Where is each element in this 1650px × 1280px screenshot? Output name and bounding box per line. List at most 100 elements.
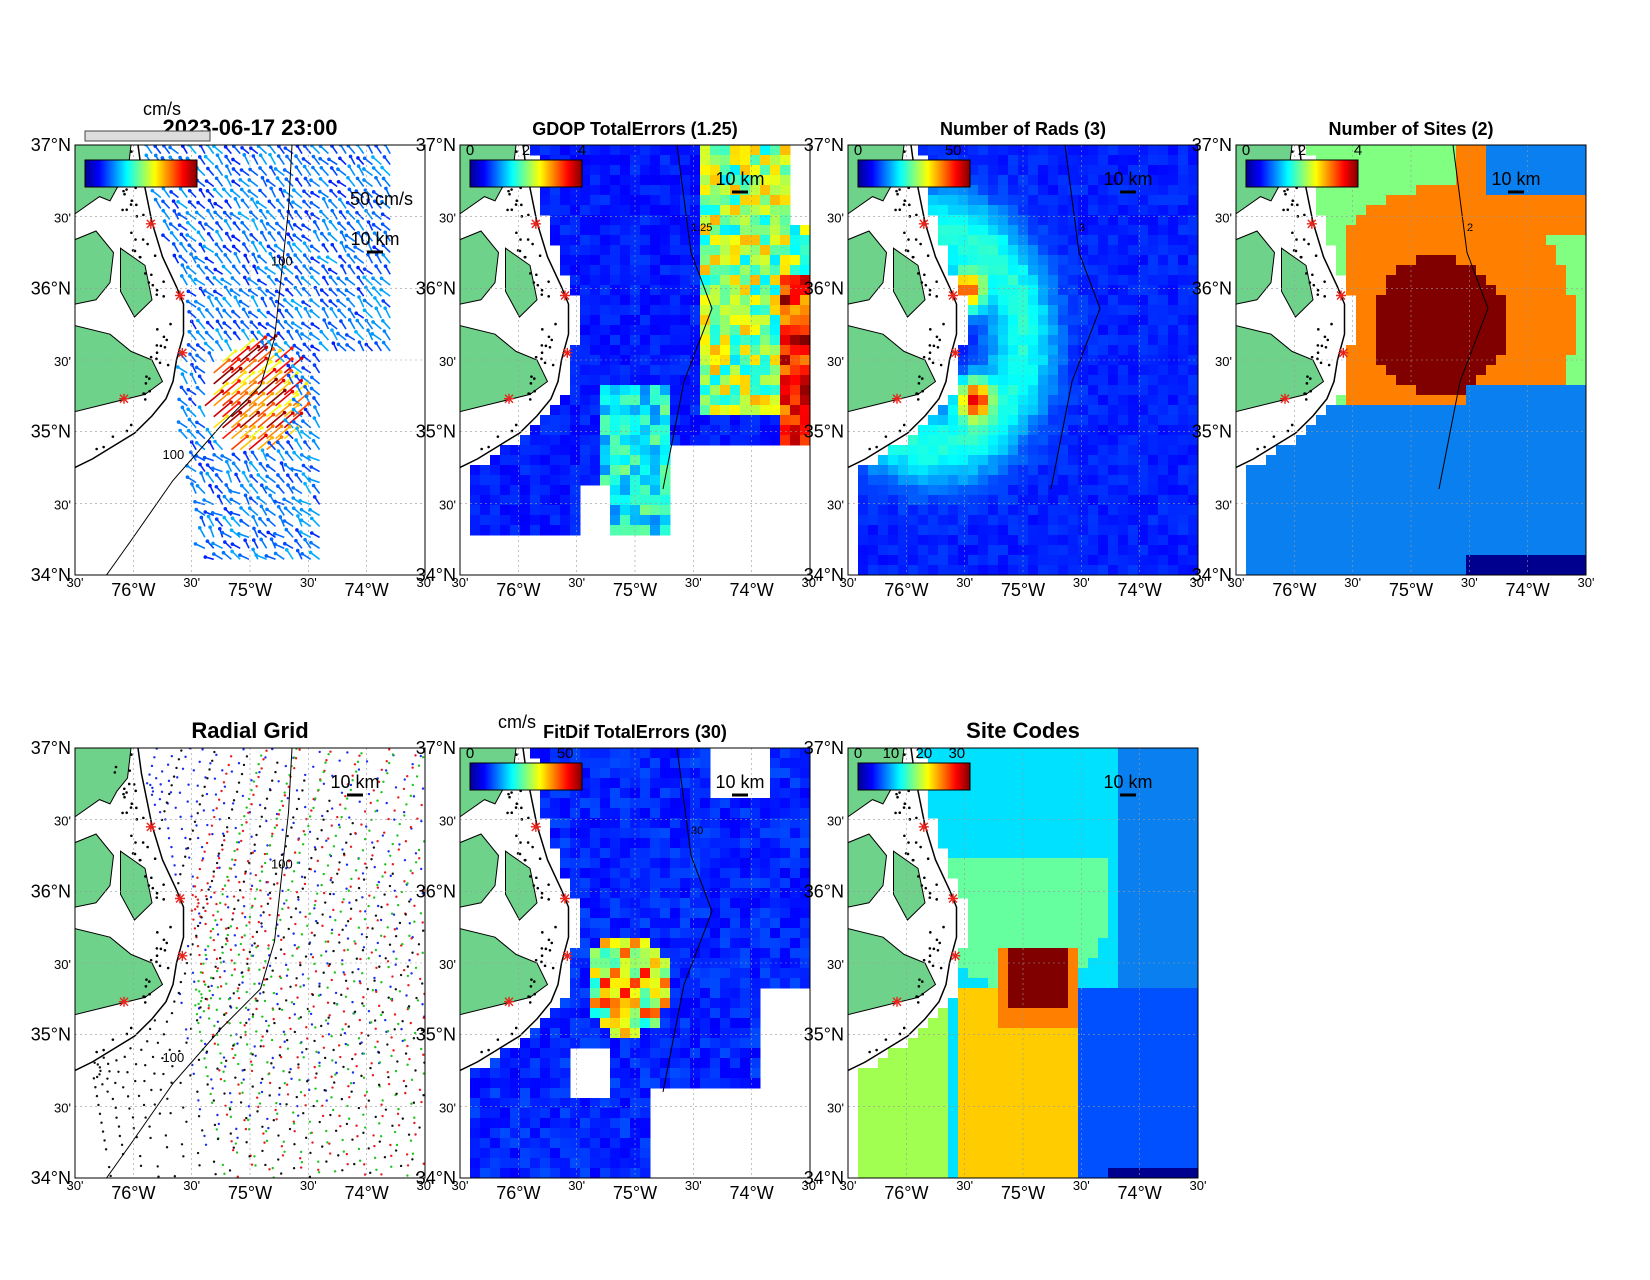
- data-cell: [1426, 515, 1437, 526]
- data-cell: [640, 305, 651, 316]
- data-cell: [858, 465, 869, 476]
- data-cell: [600, 405, 611, 416]
- current-vector-head: [186, 388, 190, 392]
- data-cell: [1118, 145, 1129, 156]
- data-cell: [1366, 485, 1377, 496]
- current-vector-head: [287, 374, 291, 378]
- current-vector-head: [227, 392, 231, 396]
- data-cell: [720, 195, 731, 206]
- data-cell: [600, 285, 611, 296]
- data-cell: [1566, 485, 1577, 496]
- data-cell: [640, 295, 651, 306]
- data-cell: [530, 145, 541, 156]
- data-cell: [1068, 455, 1079, 466]
- data-cell: [770, 225, 781, 236]
- data-cell: [1316, 425, 1327, 436]
- current-vector-head: [239, 288, 243, 292]
- data-cell: [680, 345, 691, 356]
- data-cell: [1256, 475, 1267, 486]
- current-vector-head: [170, 231, 174, 235]
- current-vector: [240, 404, 255, 417]
- current-vector-head: [357, 164, 361, 168]
- data-cell: [1536, 265, 1547, 276]
- data-cell: [858, 485, 869, 496]
- data-cell: [1028, 185, 1039, 196]
- data-cell: [1466, 155, 1477, 166]
- data-cell: [1466, 395, 1477, 406]
- data-cell: [650, 475, 661, 486]
- data-cell: [1386, 445, 1397, 456]
- data-cell: [1256, 465, 1267, 476]
- data-cell: [1356, 205, 1367, 216]
- data-cell: [1336, 235, 1347, 246]
- panel-title: Number of Rads (3): [940, 119, 1106, 139]
- data-cell: [1506, 465, 1517, 476]
- lon-tick-label: 30': [67, 575, 84, 590]
- data-cell: [1148, 205, 1159, 216]
- coastal-point: [49, 477, 52, 480]
- data-cell: [770, 425, 781, 436]
- current-vector-head: [217, 494, 221, 498]
- data-cell: [1128, 495, 1139, 506]
- data-cell: [1416, 375, 1427, 386]
- data-cell: [1168, 475, 1179, 486]
- data-cell: [1246, 495, 1257, 506]
- data-cell: [580, 195, 591, 206]
- current-vector-head: [270, 436, 274, 440]
- data-cell: [790, 305, 801, 316]
- data-cell: [1078, 405, 1089, 416]
- data-cell: [710, 395, 721, 406]
- data-cell: [1376, 375, 1387, 386]
- data-cell: [770, 295, 781, 306]
- current-vector-head: [240, 484, 244, 488]
- data-cell: [570, 275, 581, 286]
- colorbar-tick: 50: [945, 142, 962, 159]
- data-cell: [610, 205, 621, 216]
- data-cell: [1396, 235, 1407, 246]
- data-cell: [1566, 295, 1577, 306]
- data-cell: [1566, 305, 1577, 316]
- current-vector-head: [168, 155, 172, 159]
- current-vector-head: [205, 179, 209, 183]
- data-cell: [1188, 485, 1199, 496]
- current-vector-head: [322, 219, 326, 223]
- data-cell: [968, 275, 979, 286]
- data-cell: [580, 475, 591, 486]
- current-vector-head: [188, 352, 192, 356]
- coastal-point: [95, 448, 98, 451]
- data-cell: [780, 335, 791, 346]
- data-cell: [1178, 525, 1189, 536]
- data-cell: [1376, 275, 1387, 286]
- current-vector-head: [302, 472, 306, 476]
- data-cell: [998, 175, 1009, 186]
- data-cell: [1118, 395, 1129, 406]
- data-cell: [1466, 455, 1477, 466]
- data-cell: [1386, 185, 1397, 196]
- data-cell: [660, 225, 671, 236]
- data-cell: [1476, 205, 1487, 216]
- data-cell: [570, 375, 581, 386]
- data-cell: [918, 485, 929, 496]
- data-cell: [650, 185, 661, 196]
- data-cell: [1556, 235, 1567, 246]
- data-cell: [760, 315, 771, 326]
- data-cell: [998, 555, 1009, 566]
- data-cell: [1436, 525, 1447, 536]
- data-cell: [1396, 495, 1407, 506]
- current-vector-head: [172, 199, 176, 203]
- current-vector-head: [178, 223, 182, 227]
- data-cell: [988, 335, 999, 346]
- data-cell: [1356, 285, 1367, 296]
- data-cell: [570, 495, 581, 506]
- data-cell: [998, 315, 1009, 326]
- data-cell: [958, 515, 969, 526]
- current-vector-head: [336, 167, 340, 171]
- data-cell: [1028, 245, 1039, 256]
- data-cell: [680, 405, 691, 416]
- data-cell: [710, 435, 721, 446]
- data-cell: [1506, 435, 1517, 446]
- current-vector-head: [194, 256, 198, 260]
- coastal-point: [541, 328, 544, 331]
- data-cell: [740, 435, 751, 446]
- data-cell: [1576, 505, 1587, 516]
